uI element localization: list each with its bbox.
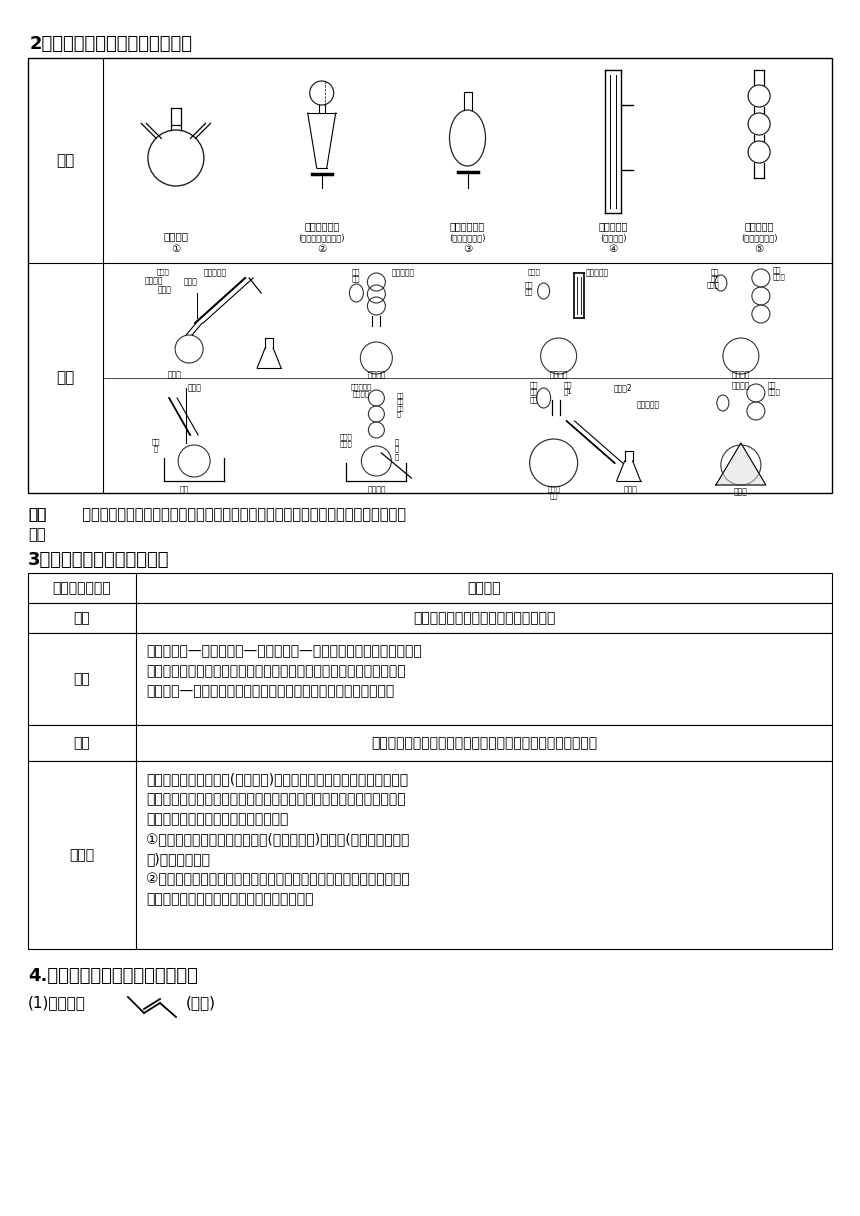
Text: 恒压滴
液漏斗: 恒压滴 液漏斗 [340,433,353,447]
Text: 牛角管: 牛角管 [184,277,198,286]
Text: ⑤: ⑤ [754,244,764,254]
Text: 过程；固—液萃取是用溶剂从固体物质中溶解出待分离组分的过程: 过程；固—液萃取是用溶剂从固体物质中溶解出待分离组分的过程 [146,683,394,698]
Text: 三颈烧瓶: 三颈烧瓶 [732,370,750,379]
Text: (用于萃取分液): (用于萃取分液) [449,233,486,242]
Text: 适用范围: 适用范围 [467,581,501,595]
Text: 种不互溶的溶剂中的溶解度不同，将其从一种溶剂转移到另一种溶剂的: 种不互溶的溶剂中的溶解度不同，将其从一种溶剂转移到另一种溶剂的 [146,664,406,679]
Text: 直形冷凝管: 直形冷凝管 [636,400,660,409]
Text: 分液
漏斗: 分液 漏斗 [711,268,719,282]
Text: 温度计: 温度计 [157,268,169,275]
Text: 再次使之析出，以得到更加纯净的晶体的纯化方法。重结晶常用于提纯: 再次使之析出，以得到更加纯净的晶体的纯化方法。重结晶常用于提纯 [146,792,406,806]
Text: 球形
冷凝管: 球形 冷凝管 [773,266,786,280]
Text: (便于液体顺利流下): (便于液体顺利流下) [298,233,345,242]
Text: 三颈烧瓶: 三颈烧瓶 [550,370,568,379]
Text: 圆底烧瓶: 圆底烧瓶 [367,370,385,379]
Text: 中)，易于除去；: 中)，易于除去； [146,852,210,866]
Text: 固态化合物。重结晶溶剂选择的要求；: 固态化合物。重结晶溶剂选择的要求； [146,812,288,826]
Text: 重结晶: 重结晶 [70,848,95,862]
Text: 增大，降温时溶解度减小，冷却后易结晶析出: 增大，降温时溶解度减小，冷却后易结晶析出 [146,893,314,906]
Text: ①杂质在所选溶剂中溶解度很小(使杂质析出)或很大(使杂质留在母液: ①杂质在所选溶剂中溶解度很小(使杂质析出)或很大(使杂质留在母液 [146,832,409,846]
Text: 分液: 分液 [74,736,90,750]
Text: (烯烃): (烯烃) [186,996,216,1010]
Text: 梨形分液漏斗: 梨形分液漏斗 [450,221,485,231]
Text: 球形冷凝管: 球形冷凝管 [391,268,415,277]
Text: (用于蒸馏): (用于蒸馏) [600,233,627,242]
Text: (1)碳碳双键: (1)碳碳双键 [28,996,86,1010]
Bar [28,725,832,761]
Text: ④: ④ [609,244,618,254]
Text: 萃取包括液—液萃取和固—液萃取。液—液萃取是利用待分离组分在两: 萃取包括液—液萃取和固—液萃取。液—液萃取是利用待分离组分在两 [146,644,421,658]
Bar [28,58,832,492]
Text: 球形冷凝管只能用于冷凝回流，直形冷凝管既能用于冷凝回流，又能用于冷凝收集馏: 球形冷凝管只能用于冷凝回流，直形冷凝管既能用于冷凝回流，又能用于冷凝收集馏 [73,507,406,522]
Text: 球形冷凝管: 球形冷凝管 [745,221,774,231]
Text: 分液
漏斗: 分液 漏斗 [352,268,360,282]
Text: 装置: 装置 [57,371,75,385]
Text: 直形冷凝管: 直形冷凝管 [204,268,227,277]
Text: 斜二口
烧瓶: 斜二口 烧瓶 [547,485,560,500]
Text: 萃取: 萃取 [74,672,90,686]
Text: 温度计2: 温度计2 [614,383,632,392]
Text: 温度计: 温度计 [527,268,540,275]
Text: 温度计: 温度计 [707,281,719,288]
Text: 锥形瓶: 锥形瓶 [624,485,637,494]
Text: 注意: 注意 [28,507,46,522]
Text: ①: ① [171,244,181,254]
Bar [28,634,832,725]
Polygon shape [716,443,766,485]
Text: 分离、提纯方法: 分离、提纯方法 [52,581,111,595]
Text: 球形冷凝管
回流作用: 球形冷凝管 回流作用 [351,383,372,398]
Text: 分液
漏斗: 分液 漏斗 [525,281,533,295]
Bar [28,573,832,603]
Text: 锥形瓶: 锥形瓶 [167,370,181,379]
Text: 恒压滴液漏斗: 恒压滴液漏斗 [304,221,340,231]
Text: 直形冷凝管: 直形冷凝管 [599,221,628,231]
Text: 锥形瓶: 锥形瓶 [157,285,171,294]
Text: 分液漏斗: 分液漏斗 [732,381,750,390]
Text: 重结晶是将晶体用溶剂(如蒸馏水)溶解，经过滤、蒸发、冷却等步骤后: 重结晶是将晶体用溶剂(如蒸馏水)溶解，经过滤、蒸发、冷却等步骤后 [146,772,408,786]
Text: 梨形
分液
漏斗: 梨形 分液 漏斗 [530,381,538,402]
Text: 三颈烧瓶: 三颈烧瓶 [163,231,188,241]
Text: 圆底烧瓶: 圆底烧瓶 [144,276,163,285]
Text: 搅拌器: 搅拌器 [187,383,201,392]
Text: 球形
冷凝管: 球形 冷凝管 [768,381,781,395]
Text: ②: ② [317,244,326,254]
Text: (用于冷凝回流): (用于冷凝回流) [740,233,777,242]
Text: ②被提纯的物质在所选溶剂中的溶解度受温度影响较大，升温时溶解度: ②被提纯的物质在所选溶剂中的溶解度受温度影响较大，升温时溶解度 [146,872,409,886]
Bar [28,761,832,948]
Text: 三颈烧瓶: 三颈烧瓶 [367,485,385,494]
Text: 适用于沸点不同的互溶液体混合物分离: 适用于沸点不同的互溶液体混合物分离 [413,610,556,625]
Text: 适用于两种互不相溶的液体混合物分离。萃取之后往往需分液: 适用于两种互不相溶的液体混合物分离。萃取之后往往需分液 [371,736,597,750]
Bar [28,603,832,634]
Text: 仪器: 仪器 [57,153,75,168]
Text: ③: ③ [463,244,472,254]
Text: 锥形瓶: 锥形瓶 [734,486,748,496]
Text: 水浴: 水浴 [180,485,188,494]
Text: 4.有机化合物中常见官能团的检验: 4.有机化合物中常见官能团的检验 [28,967,198,985]
Text: 温度
计1: 温度 计1 [563,381,573,395]
Text: 直形冷凝管: 直形冷凝管 [586,268,609,277]
Text: 温度
计: 温度 计 [152,438,160,452]
Text: 注意: 注意 [28,507,46,522]
Text: 2．有机物制备常考的仪器、装置: 2．有机物制备常考的仪器、装置 [30,35,193,54]
Text: 蒸馏: 蒸馏 [74,610,90,625]
Text: 阻
酸
剂: 阻 酸 剂 [394,438,398,460]
Text: 3．常见有机物的分离与提纯: 3．常见有机物的分离与提纯 [28,551,169,569]
Text: 分。: 分。 [28,527,46,542]
Text: 长导
管冷
凝作
用: 长导 管冷 凝作 用 [396,393,404,418]
